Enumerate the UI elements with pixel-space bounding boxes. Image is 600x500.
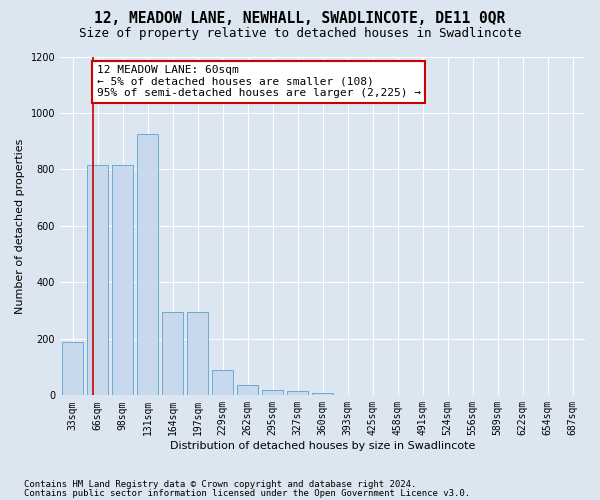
Bar — [237, 386, 258, 396]
Text: Contains public sector information licensed under the Open Government Licence v3: Contains public sector information licen… — [24, 488, 470, 498]
Bar — [212, 370, 233, 396]
Text: Size of property relative to detached houses in Swadlincote: Size of property relative to detached ho… — [79, 28, 521, 40]
Text: Contains HM Land Registry data © Crown copyright and database right 2024.: Contains HM Land Registry data © Crown c… — [24, 480, 416, 489]
Bar — [87, 165, 108, 396]
Bar — [262, 390, 283, 396]
Bar — [287, 391, 308, 396]
Y-axis label: Number of detached properties: Number of detached properties — [15, 138, 25, 314]
X-axis label: Distribution of detached houses by size in Swadlincote: Distribution of detached houses by size … — [170, 441, 475, 451]
Bar — [312, 392, 333, 396]
Bar — [187, 312, 208, 396]
Bar — [137, 134, 158, 396]
Bar — [112, 165, 133, 396]
Bar — [162, 312, 183, 396]
Bar — [62, 342, 83, 396]
Text: 12, MEADOW LANE, NEWHALL, SWADLINCOTE, DE11 0QR: 12, MEADOW LANE, NEWHALL, SWADLINCOTE, D… — [94, 11, 506, 26]
Text: 12 MEADOW LANE: 60sqm
← 5% of detached houses are smaller (108)
95% of semi-deta: 12 MEADOW LANE: 60sqm ← 5% of detached h… — [97, 65, 421, 98]
